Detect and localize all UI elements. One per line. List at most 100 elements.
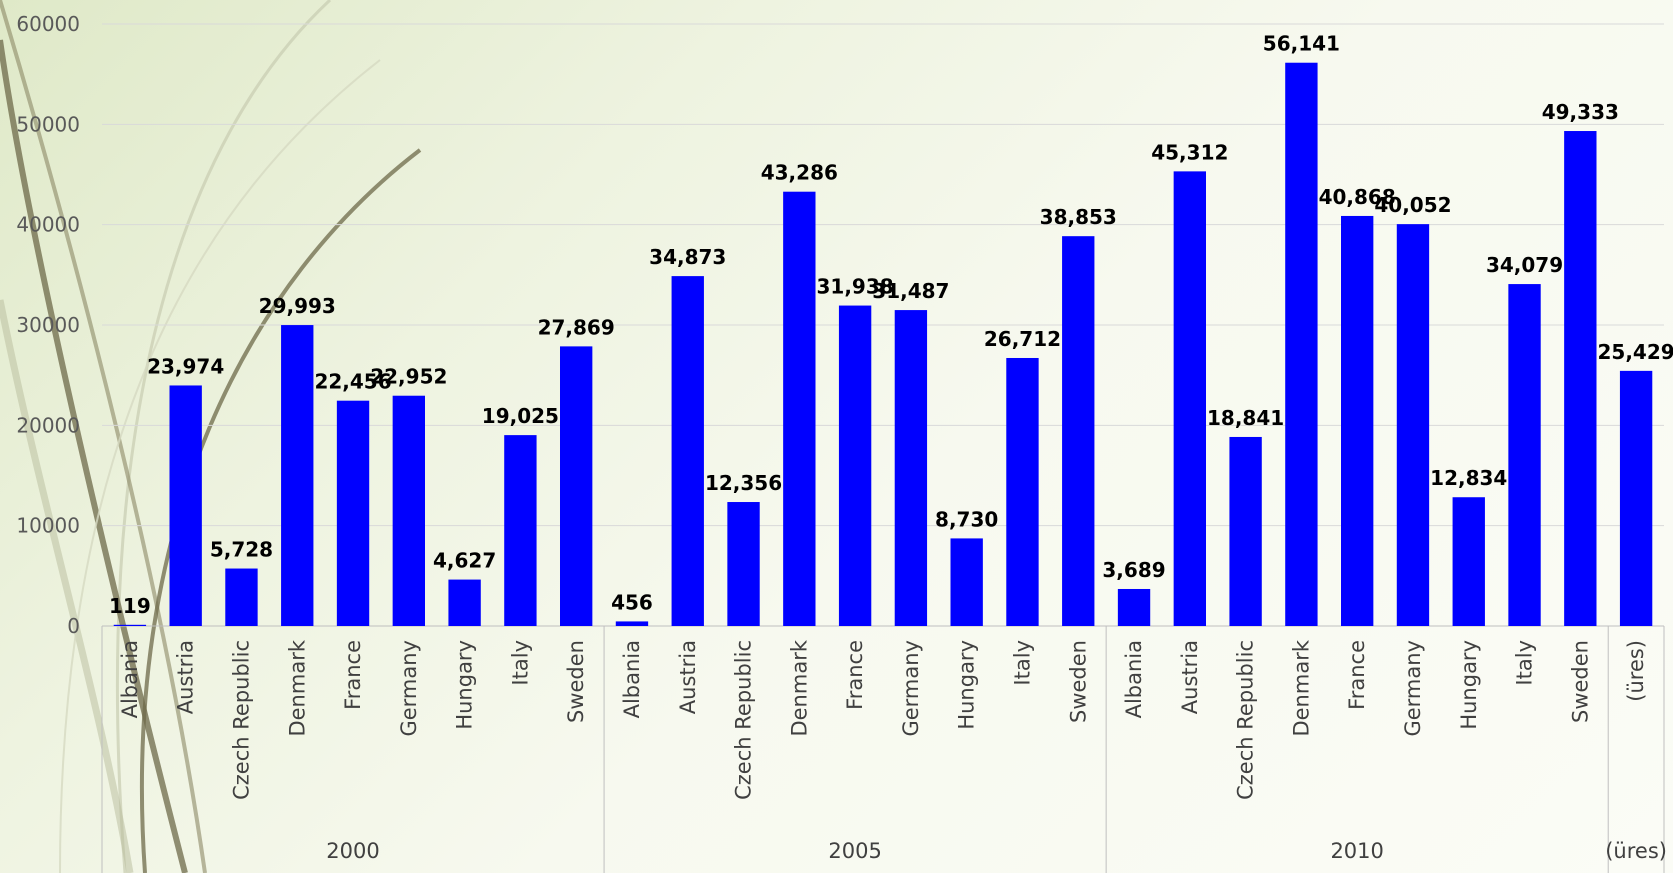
data-label: 18,841 [1207, 406, 1284, 430]
bar [727, 502, 760, 626]
bar [1062, 236, 1095, 626]
x-tick-label: Denmark [787, 639, 811, 736]
data-label: 5,728 [210, 538, 273, 562]
bar [169, 385, 202, 626]
data-label: 31,487 [872, 279, 949, 303]
x-axis: Albania Austria Czech Republic Denmark Franc… [101, 626, 1667, 873]
bar [225, 568, 258, 626]
group-label: 2000 [326, 839, 379, 863]
data-label: 40,052 [1374, 193, 1451, 217]
data-label: 31,938 [817, 275, 894, 299]
bar [392, 395, 425, 626]
data-label: 49,333 [1542, 100, 1619, 124]
x-tick-label: Germany [397, 640, 421, 737]
y-tick-label: 60000 [16, 12, 80, 36]
bar [1396, 224, 1430, 626]
bar [1006, 357, 1039, 626]
x-tick-label: Albania [620, 640, 644, 718]
x-tick-label: Hungary [1457, 640, 1481, 730]
y-tick-label: 40000 [16, 213, 80, 237]
bar [336, 400, 370, 626]
bar [1229, 436, 1262, 626]
data-label: 23,974 [147, 354, 224, 378]
background-swirl-decoration [0, 0, 422, 873]
data-label: 45,312 [1151, 140, 1228, 164]
data-label: 26,712 [984, 327, 1061, 351]
bar [448, 579, 481, 626]
y-tick-label: 0 [67, 614, 80, 638]
data-label: 22,952 [370, 365, 447, 389]
x-tick-label: Germany [899, 640, 923, 737]
bar [671, 276, 704, 626]
bar [894, 310, 928, 626]
data-label: 29,993 [259, 294, 336, 318]
bar [281, 325, 314, 626]
bar [1508, 284, 1541, 626]
bar [783, 191, 816, 626]
data-label: 40,868 [1319, 185, 1396, 209]
bar [838, 305, 872, 626]
group-label: 2005 [828, 839, 881, 863]
bar [615, 621, 649, 626]
y-axis: 0 10000 20000 30000 40000 50000 60000 [16, 12, 80, 638]
x-tick-label: Austria [676, 640, 700, 714]
x-tick-label: Czech Republic [1234, 640, 1258, 800]
x-tick-label: Austria [1178, 640, 1202, 714]
bar [560, 346, 593, 626]
bar [1285, 62, 1318, 627]
x-tick-label: Italy [1010, 640, 1034, 686]
data-label: 22,456 [314, 370, 391, 394]
x-tick-label: Germany [1401, 640, 1425, 737]
x-tick-label: Sweden [564, 640, 588, 723]
x-tick-label: Denmark [285, 639, 309, 736]
bar [504, 435, 537, 626]
data-label: 34,873 [649, 245, 726, 269]
x-tick-label: Italy [1513, 640, 1537, 686]
x-tick-label: Albania [118, 640, 142, 718]
bar [113, 624, 147, 626]
x-tick-label: Hungary [955, 640, 979, 730]
x-tick-label: Czech Republic [229, 640, 253, 800]
y-tick-label: 20000 [16, 413, 80, 437]
x-tick-label: (üres) [1624, 640, 1648, 702]
data-label: 12,356 [705, 471, 782, 495]
x-tick-label: Denmark [1289, 639, 1313, 736]
bar [1452, 497, 1485, 626]
group-label: (üres) [1605, 839, 1667, 863]
x-tick-label: France [341, 640, 365, 710]
x-tick-label: Italy [508, 640, 532, 686]
data-label: 8,730 [935, 507, 998, 531]
data-label: 56,141 [1263, 32, 1340, 56]
x-tick-label: Austria [174, 640, 198, 714]
data-label: 4,627 [433, 549, 496, 573]
bar [950, 538, 983, 626]
data-label: 34,079 [1486, 253, 1563, 277]
bar [1619, 370, 1653, 626]
bar [1173, 171, 1206, 626]
data-label: 27,869 [538, 315, 615, 339]
x-tick-label: Hungary [453, 640, 477, 730]
x-tick-label: Sweden [1066, 640, 1090, 723]
x-tick-label: Sweden [1568, 640, 1592, 723]
data-label: 43,286 [761, 161, 838, 185]
group-label: 2010 [1330, 839, 1383, 863]
data-label: 38,853 [1040, 205, 1117, 229]
data-label: 119 [109, 594, 151, 618]
data-label: 25,429 [1598, 340, 1673, 364]
data-label: 456 [611, 590, 653, 614]
y-tick-label: 50000 [16, 112, 80, 136]
gridlines [102, 23, 1664, 627]
bars [113, 62, 1653, 627]
bar [1564, 131, 1597, 626]
x-tick-label: France [1345, 640, 1369, 710]
y-tick-label: 10000 [16, 514, 80, 538]
x-tick-label: Albania [1122, 640, 1146, 718]
x-tick-label: Czech Republic [732, 640, 756, 800]
data-label: 3,689 [1102, 558, 1165, 582]
data-label: 19,025 [482, 404, 559, 428]
y-tick-label: 30000 [16, 313, 80, 337]
bar [1341, 215, 1374, 626]
x-tick-label: France [843, 640, 867, 710]
